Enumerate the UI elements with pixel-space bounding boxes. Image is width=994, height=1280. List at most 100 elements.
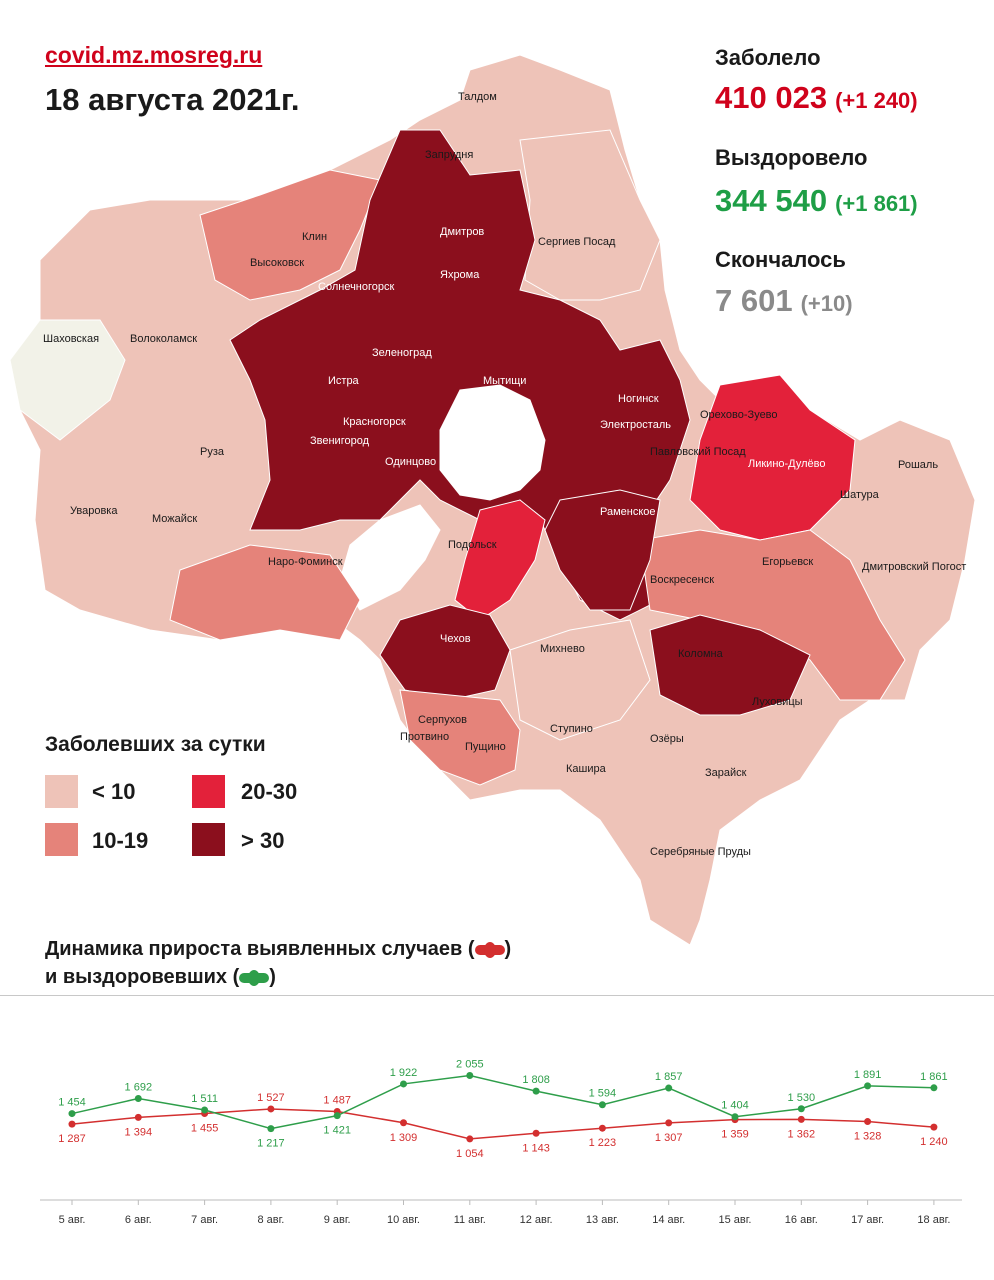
recovered-data-label: 1 594 — [589, 1088, 617, 1100]
recovered-point — [201, 1106, 209, 1114]
label-mozhaysk: Можайск — [152, 513, 197, 525]
region-chekhov — [379, 604, 511, 701]
cases-point — [68, 1120, 76, 1128]
recovered-data-label: 2 055 — [456, 1059, 484, 1071]
label-shatura: Шатура — [840, 489, 880, 501]
cases-point — [665, 1119, 673, 1127]
cases-point — [400, 1119, 407, 1127]
label-pushchino: Пущино — [465, 741, 506, 753]
deaths-label: Скончалось — [715, 247, 846, 272]
recovered-data-label: 1 922 — [390, 1067, 418, 1079]
chart-title-line1-end: ) — [504, 938, 512, 960]
label-mytishchi: Мытищи — [483, 375, 526, 387]
x-tick-label: 18 авг. — [917, 1214, 950, 1226]
label-taldom: Талдом — [458, 91, 497, 103]
x-tick-label: 16 авг. — [785, 1214, 818, 1226]
label-kolomna: Коломна — [678, 648, 724, 660]
label-elektrostal: Электросталь — [600, 419, 671, 431]
label-vysokovsk: Высоковск — [250, 257, 304, 269]
recovered-line — [71, 1074, 934, 1130]
moscow-region-map: Талдом Запрудня Дмитров Яхрома Клин Высо… — [9, 54, 976, 946]
legend-swatch-10-19 — [45, 823, 78, 856]
label-dmitrov: Дмитров — [440, 226, 484, 238]
label-krasnogorsk: Красногорск — [343, 416, 406, 428]
region-shakhovskaya — [9, 319, 126, 441]
region-serpukhov — [399, 689, 521, 786]
recovered-label: Выздоровело — [715, 145, 868, 170]
cases-data-label: 1 143 — [522, 1142, 550, 1154]
legend-label-gt30: > 30 — [241, 828, 285, 853]
label-naro-fominsk: Наро-Фоминск — [268, 556, 343, 568]
recovered-point — [665, 1084, 673, 1092]
divider — [0, 995, 994, 996]
recovered-point — [797, 1105, 805, 1113]
legend-swatch-20-30 — [192, 775, 225, 808]
source-link[interactable]: covid.mz.mosreg.ru — [45, 42, 263, 68]
region-sergiev-posad — [519, 129, 661, 301]
label-solnechnogorsk: Солнечногорск — [318, 281, 394, 293]
cases-data-label: 1 455 — [191, 1123, 219, 1135]
cases-point — [930, 1123, 938, 1131]
legend-swatch-gt30 — [192, 823, 225, 856]
recovered-point — [333, 1112, 341, 1120]
label-mikhnevo: Михнево — [540, 643, 585, 655]
cases-label: Заболело — [715, 45, 821, 70]
cases-point — [466, 1135, 474, 1143]
label-klin: Клин — [302, 231, 327, 243]
legend-label-10-19: 10-19 — [92, 828, 149, 853]
label-voskresensk: Воскресенск — [650, 574, 714, 586]
x-tick-label: 14 авг. — [652, 1214, 685, 1226]
recovered-data-label: 1 857 — [655, 1071, 683, 1083]
legend-label-lt10: < 10 — [92, 779, 136, 804]
deaths-delta: (+10) — [800, 291, 853, 316]
label-zvenigorod: Звенигород — [310, 435, 370, 447]
recovered-data-label: 1 861 — [920, 1071, 948, 1083]
recovered-point — [466, 1072, 474, 1080]
region-moscow-city — [439, 384, 546, 501]
cases-data-label: 1 394 — [125, 1126, 153, 1138]
recovered-point — [400, 1080, 407, 1088]
cases-delta: (+1 240) — [835, 88, 918, 113]
cases-point — [267, 1105, 275, 1113]
legend-title: Заболевших за сутки — [45, 733, 266, 756]
recovered-point — [68, 1110, 76, 1118]
cases-stat: 410 023 (+1 240) — [715, 80, 918, 116]
chart-title-line1: Динамика прироста выявленных случаев () — [45, 935, 511, 963]
dynamics-chart: 5 авг. 6 авг. 7 авг. 8 авг. 9 авг. 10 авг. 11 … — [40, 1059, 962, 1226]
region-new-moscow — [339, 504, 441, 611]
recovered-point — [731, 1113, 739, 1121]
cases-marker-icon — [474, 941, 505, 958]
recovered-data-label: 1 530 — [788, 1092, 816, 1104]
label-istra: Истра — [328, 375, 360, 387]
label-volokolamsk: Волоколамск — [130, 333, 197, 345]
cases-data-label: 1 328 — [854, 1131, 882, 1143]
recovered-data-label: 1 692 — [125, 1082, 153, 1094]
recovered-marker-icon — [239, 969, 270, 986]
label-pavlovsky-posad: Павловский Посад — [650, 446, 746, 458]
chart-title-line1-text: Динамика прироста выявленных случаев ( — [45, 938, 475, 960]
chart-title-line2-end: ) — [269, 966, 276, 988]
recovered-data-label: 1 404 — [721, 1100, 749, 1112]
cases-data-label: 1 223 — [589, 1137, 617, 1149]
region-kolomna — [649, 614, 811, 716]
region-klin — [199, 169, 381, 301]
chart-title-line2-text: и выздоровевших ( — [45, 966, 240, 988]
x-tick-label: 9 авг. — [324, 1214, 351, 1226]
recovered-value: 344 540 — [715, 183, 828, 218]
recovered-point — [532, 1087, 540, 1095]
label-zaraysk: Зарайск — [705, 767, 747, 779]
recovered-data-label: 1 217 — [257, 1138, 285, 1150]
cases-data-label: 1 359 — [721, 1129, 749, 1141]
label-ruza: Руза — [200, 446, 225, 458]
label-ramenskoe: Раменское — [600, 506, 656, 518]
cases-data-label: 1 527 — [257, 1092, 285, 1104]
label-stupino: Ступино — [550, 723, 593, 735]
label-shakhovskaya: Шаховская — [43, 333, 99, 345]
label-orekhovo-zuevo: Орехово-Зуево — [700, 409, 778, 421]
recovered-point — [598, 1101, 606, 1109]
label-egorievsk: Егорьевск — [762, 556, 813, 568]
label-dmitrovsky-pogost: Дмитровский Погост — [862, 561, 966, 573]
cases-data-label: 1 362 — [788, 1128, 816, 1140]
label-serpukhov: Серпухов — [418, 714, 467, 726]
x-tick-label: 13 авг. — [586, 1214, 619, 1226]
